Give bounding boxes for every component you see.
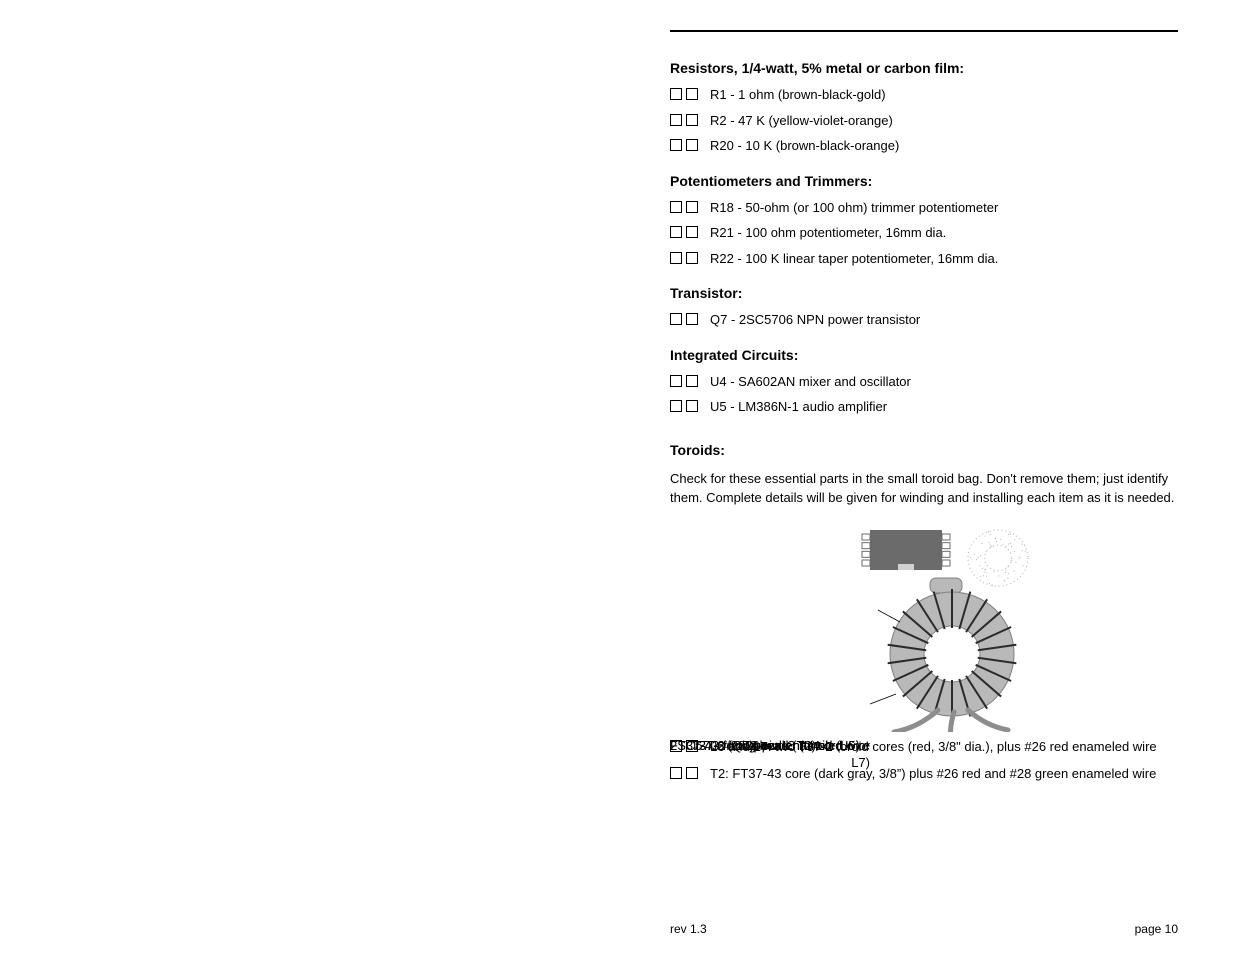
list-item: U4 - SA602AN mixer and oscillator	[670, 373, 1178, 391]
checkbox-icon[interactable]	[670, 400, 682, 412]
checkbox-icon[interactable]	[686, 375, 698, 387]
section-title-ic: Integrated Circuits:	[670, 347, 1178, 363]
section-title-resistors: Resistors, 1/4-watt, 5% metal or carbon …	[670, 60, 1178, 76]
checkbox-icon[interactable]	[670, 252, 682, 264]
checkbox-icon[interactable]	[686, 201, 698, 213]
item-text: R20 - 10 K (brown-black-orange)	[704, 137, 1178, 155]
section-title-transistor: Transistor:	[670, 285, 1178, 301]
toroids-lead-paragraph: Check for these essential parts in the s…	[670, 470, 1178, 508]
checkbox-icon[interactable]	[670, 139, 682, 151]
item-text: R2 - 47 K (yellow-violet-orange)	[704, 112, 1178, 130]
list-item: U5 - LM386N-1 audio amplifier	[670, 398, 1178, 416]
checkbox-icon[interactable]	[686, 226, 698, 238]
list-item: R21 - 100 ohm potentiometer, 16mm dia.	[670, 224, 1178, 242]
checkbox-icon[interactable]	[686, 139, 698, 151]
list-item: R2 - 47 K (yellow-violet-orange)	[670, 112, 1178, 130]
caption-red-wire: #26 red enameled wire	[670, 737, 870, 755]
footer-revision: rev 1.3	[670, 922, 707, 936]
toroid-figure: 8-pin IC (U4 or U5) 2SC5706 (Q7) FT37-43…	[670, 522, 1178, 732]
checkbox-icon[interactable]	[670, 201, 682, 213]
checkbox-icon[interactable]	[686, 252, 698, 264]
item-text: U5 - LM386N-1 audio amplifier	[704, 398, 1178, 416]
list-item: Q7 - 2SC5706 NPN power transistor	[670, 311, 1178, 329]
list-item: R1 - 1 ohm (brown-black-gold)	[670, 86, 1178, 104]
section-title-pots: Potentiometers and Trimmers:	[670, 173, 1178, 189]
item-text: R22 - 100 K linear taper potentiometer, …	[704, 250, 1178, 268]
item-text: U4 - SA602AN mixer and oscillator	[704, 373, 1178, 391]
checkbox-icon[interactable]	[670, 88, 682, 100]
checkbox-icon[interactable]	[670, 226, 682, 238]
checkbox-icon[interactable]	[670, 313, 682, 325]
list-item: R18 - 50-ohm (or 100 ohm) trimmer potent…	[670, 199, 1178, 217]
checkbox-icon[interactable]	[686, 88, 698, 100]
item-text: R1 - 1 ohm (brown-black-gold)	[704, 86, 1178, 104]
checkbox-icon[interactable]	[670, 375, 682, 387]
right-column: Resistors, 1/4-watt, 5% metal or carbon …	[670, 30, 1178, 791]
item-text: R18 - 50-ohm (or 100 ohm) trimmer potent…	[704, 199, 1178, 217]
checkbox-icon[interactable]	[686, 313, 698, 325]
list-item: R20 - 10 K (brown-black-orange)	[670, 137, 1178, 155]
footer-page-number: page 10	[1135, 922, 1178, 936]
components-illustration	[670, 522, 1178, 732]
item-text: R21 - 100 ohm potentiometer, 16mm dia.	[704, 224, 1178, 242]
checkbox-icon[interactable]	[686, 114, 698, 126]
list-item: R22 - 100 K linear taper potentiometer, …	[670, 250, 1178, 268]
item-text: Q7 - 2SC5706 NPN power transistor	[704, 311, 1178, 329]
checkbox-icon[interactable]	[670, 114, 682, 126]
checkbox-icon[interactable]	[686, 400, 698, 412]
section-title-toroids: Toroids:	[670, 442, 1178, 458]
top-rule	[670, 30, 1178, 32]
page-footer: rev 1.3 page 10	[670, 922, 1178, 936]
